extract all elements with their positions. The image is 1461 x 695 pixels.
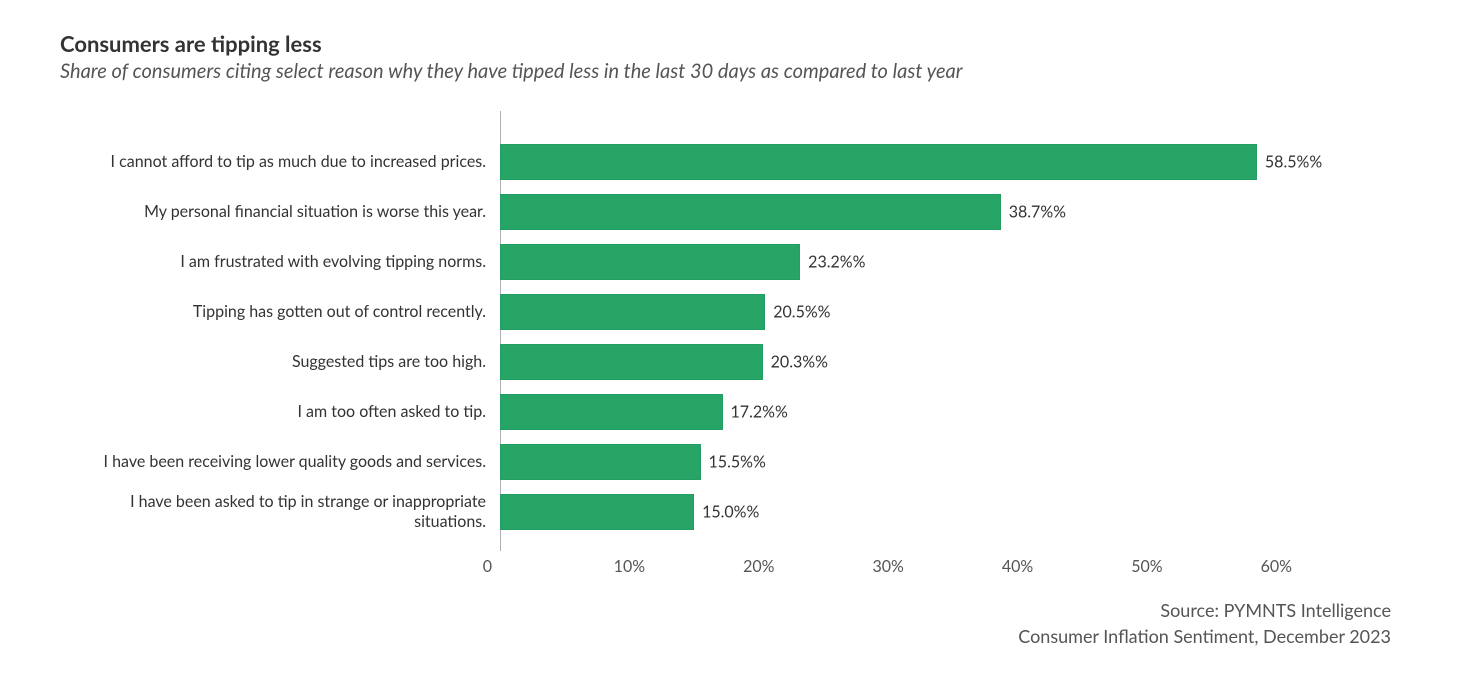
bar-row: I have been receiving lower quality good… — [500, 444, 1341, 480]
bar — [500, 344, 763, 380]
chart-subtitle: Share of consumers citing select reason … — [60, 59, 1401, 83]
bar — [500, 194, 1001, 230]
source-attribution: Source: PYMNTS Intelligence Consumer Inf… — [60, 597, 1401, 649]
bar — [500, 244, 800, 280]
bar-row: I cannot afford to tip as much due to in… — [500, 144, 1341, 180]
category-label: I have been receiving lower quality good… — [66, 452, 500, 472]
x-tick-label: 40% — [1002, 557, 1033, 576]
category-label: Tipping has gotten out of control recent… — [66, 302, 500, 322]
bar — [500, 394, 723, 430]
value-label: 20.3%% — [771, 353, 828, 372]
value-label: 15.0%% — [702, 503, 759, 522]
source-line-1: Source: PYMNTS Intelligence — [60, 597, 1391, 623]
category-label: I cannot afford to tip as much due to in… — [66, 152, 500, 172]
plot-inner: I cannot afford to tip as much due to in… — [500, 111, 1341, 551]
plot-area: I cannot afford to tip as much due to in… — [60, 111, 1401, 579]
category-label: I am frustrated with evolving tipping no… — [66, 252, 500, 272]
value-label: 38.7%% — [1009, 203, 1066, 222]
category-label: My personal financial situation is worse… — [66, 202, 500, 222]
value-label: 20.5%% — [773, 303, 830, 322]
bar-row: I am too often asked to tip.17.2%% — [500, 394, 1341, 430]
chart-container: Consumers are tipping less Share of cons… — [0, 0, 1461, 679]
x-tick-label: 30% — [872, 557, 903, 576]
x-tick-label: 10% — [614, 557, 645, 576]
bar — [500, 294, 765, 330]
category-label: I am too often asked to tip. — [66, 402, 500, 422]
value-label: 17.2%% — [731, 403, 788, 422]
bar — [500, 144, 1257, 180]
bar — [500, 444, 701, 480]
bar — [500, 494, 694, 530]
bar-row: My personal financial situation is worse… — [500, 194, 1341, 230]
x-tick-label: 20% — [743, 557, 774, 576]
x-tick-label: 50% — [1131, 557, 1162, 576]
value-label: 58.5%% — [1265, 153, 1322, 172]
category-label: Suggested tips are too high. — [66, 352, 500, 372]
bar-row: Suggested tips are too high.20.3%% — [500, 344, 1341, 380]
value-label: 15.5%% — [709, 453, 766, 472]
x-axis-ticks: 010%20%30%40%50%60% — [500, 551, 1341, 579]
bar-row: I have been asked to tip in strange or i… — [500, 494, 1341, 530]
source-line-2: Consumer Inflation Sentiment, December 2… — [60, 623, 1391, 649]
x-tick-label: 60% — [1261, 557, 1292, 576]
x-tick-label: 0 — [483, 557, 500, 576]
bar-row: Tipping has gotten out of control recent… — [500, 294, 1341, 330]
value-label: 23.2%% — [808, 253, 865, 272]
bar-row: I am frustrated with evolving tipping no… — [500, 244, 1341, 280]
category-label: I have been asked to tip in strange or i… — [66, 492, 500, 532]
chart-title: Consumers are tipping less — [60, 30, 1401, 57]
